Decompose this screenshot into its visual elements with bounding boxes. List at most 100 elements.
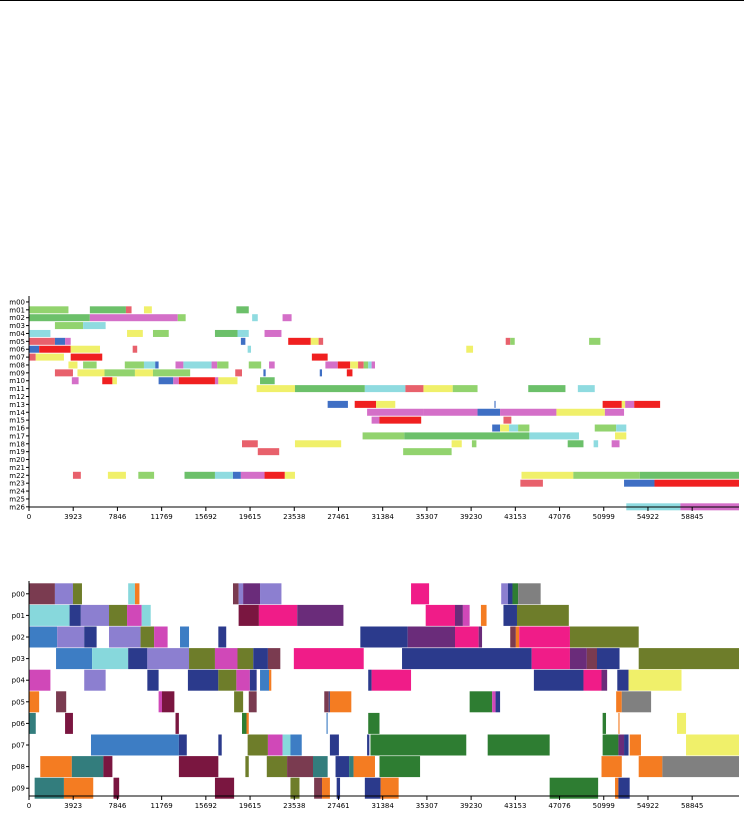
- task-bar: [29, 337, 55, 345]
- task-bar: [246, 712, 249, 734]
- task-bar: [237, 648, 254, 670]
- task-bar: [187, 669, 219, 691]
- x-tick-label: 47076: [548, 513, 571, 521]
- task-bar: [335, 756, 350, 778]
- task-bar: [178, 377, 215, 385]
- task-bar: [147, 669, 159, 691]
- task-bar: [549, 777, 599, 799]
- task-bar: [29, 626, 58, 648]
- y-tick-label: m21: [9, 464, 25, 472]
- task-bar: [515, 626, 520, 648]
- task-bar: [103, 756, 113, 778]
- task-bar: [519, 626, 570, 648]
- task-bar: [247, 734, 268, 756]
- task-bar: [70, 353, 103, 361]
- y-tick-label: m22: [9, 472, 25, 480]
- y-tick-label: m24: [9, 488, 25, 496]
- task-bar: [677, 712, 687, 734]
- task-bar: [70, 345, 100, 353]
- task-bar: [618, 777, 630, 799]
- x-tick-label: 23538: [283, 802, 305, 810]
- task-bar: [533, 669, 584, 691]
- y-tick-label: m19: [9, 448, 25, 456]
- task-bar: [512, 583, 519, 605]
- x-tick-label: 39230: [460, 802, 482, 810]
- task-bar: [269, 361, 275, 369]
- task-bar: [238, 604, 259, 626]
- task-bar: [158, 377, 174, 385]
- y-tick-label: p01: [12, 612, 25, 620]
- task-bar: [364, 385, 406, 393]
- task-bar: [368, 712, 380, 734]
- task-bar: [109, 604, 128, 626]
- task-bar: [245, 756, 249, 778]
- task-bar: [318, 337, 324, 345]
- y-tick-label: m08: [9, 361, 25, 369]
- y-tick-label: p02: [12, 634, 25, 642]
- task-bar: [184, 471, 215, 479]
- task-bar: [531, 648, 570, 670]
- task-bar: [376, 400, 396, 408]
- x-tick-label: 23538: [283, 513, 305, 521]
- task-bar: [102, 377, 113, 385]
- task-bar: [602, 734, 619, 756]
- task-bar: [686, 734, 739, 756]
- task-bar: [593, 440, 599, 448]
- task-bar: [455, 604, 463, 626]
- task-bar: [556, 408, 605, 416]
- y-tick-label: m01: [9, 306, 25, 314]
- task-bar: [267, 734, 283, 756]
- x-tick-label: 19615: [239, 802, 261, 810]
- task-bar: [77, 369, 105, 377]
- task-bar: [329, 691, 352, 713]
- y-tick-label: m15: [9, 417, 25, 425]
- task-bar: [589, 337, 601, 345]
- task-bar: [290, 734, 302, 756]
- x-tick-label: 35307: [416, 513, 438, 521]
- task-bar: [494, 400, 496, 408]
- task-bar: [152, 369, 191, 377]
- y-tick-label: m25: [9, 495, 25, 503]
- task-bar: [569, 648, 587, 670]
- task-bar: [189, 648, 215, 670]
- y-tick-label: m04: [9, 330, 25, 338]
- task-bar: [178, 734, 187, 756]
- task-bar: [528, 385, 566, 393]
- task-bar: [264, 329, 282, 337]
- task-bar: [232, 471, 241, 479]
- x-tick-label: 43153: [504, 802, 526, 810]
- y-tick-label: m17: [9, 432, 25, 440]
- task-bar: [313, 756, 328, 778]
- task-bar: [29, 712, 36, 734]
- task-bar: [615, 432, 627, 440]
- task-bar: [628, 669, 682, 691]
- task-bar: [35, 353, 64, 361]
- x-tick-label: 50999: [593, 802, 615, 810]
- task-bar: [350, 361, 359, 369]
- task-bar: [29, 314, 90, 322]
- task-bar: [140, 626, 155, 648]
- task-bar: [625, 400, 635, 408]
- task-bar: [54, 583, 73, 605]
- task-bar: [337, 361, 351, 369]
- task-bar: [618, 734, 625, 756]
- task-bar: [509, 424, 519, 432]
- task-bar: [177, 314, 186, 322]
- task-bar: [248, 691, 257, 713]
- task-bar: [362, 432, 405, 440]
- task-bar: [629, 734, 641, 756]
- x-tick-label: 47076: [548, 802, 571, 810]
- task-bar: [89, 306, 126, 314]
- task-bar: [597, 648, 620, 670]
- task-bar: [294, 440, 342, 448]
- y-tick-label: p03: [12, 655, 25, 663]
- task-bar: [411, 583, 430, 605]
- task-bar: [288, 337, 311, 345]
- task-bar: [234, 691, 244, 713]
- task-bar: [158, 691, 162, 713]
- task-bar: [29, 691, 40, 713]
- task-bar: [267, 648, 281, 670]
- task-bar: [480, 604, 487, 626]
- x-tick-label: 11769: [150, 802, 172, 810]
